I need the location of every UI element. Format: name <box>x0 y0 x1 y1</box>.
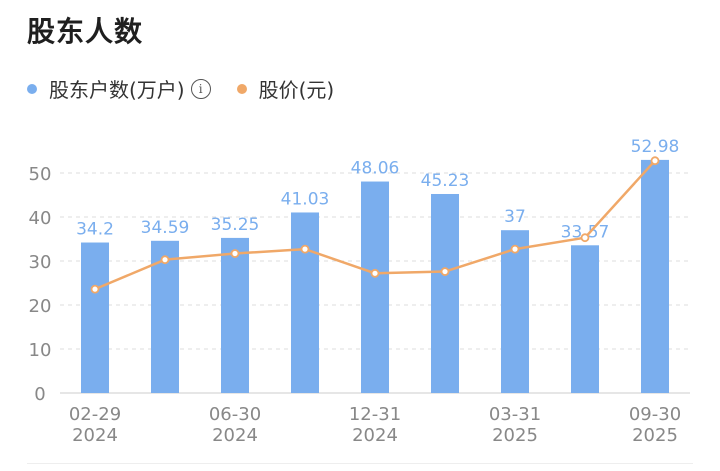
price-legend-dot <box>236 83 247 94</box>
x-tick-label: 03-31 <box>489 404 541 425</box>
price-point <box>510 244 520 254</box>
bar-data-label: 48.06 <box>351 159 400 179</box>
x-tick-label: 02-29 <box>69 404 121 425</box>
y-tick-label: 40 <box>29 208 52 229</box>
bottom-divider <box>27 463 693 464</box>
bar <box>221 237 249 393</box>
legend-item-holders[interactable]: 股东户数(万户) i <box>27 74 211 103</box>
bar-data-label: 45.23 <box>421 171 470 191</box>
bar-data-label: 35.25 <box>211 215 260 235</box>
y-tick-label: 0 <box>34 384 45 405</box>
price-point <box>230 249 240 258</box>
bar-data-label: 33.57 <box>561 222 610 242</box>
bar-data-label: 34.59 <box>141 218 190 238</box>
bar-data-label: 34.2 <box>76 220 114 240</box>
x-tick-label: 12-31 <box>349 404 401 425</box>
y-tick-label: 20 <box>29 296 52 317</box>
legend: 股东户数(万户) i 股价(元) <box>27 74 360 103</box>
legend-item-price[interactable]: 股价(元) <box>236 74 335 103</box>
legend-label-holders: 股东户数(万户) <box>49 78 185 102</box>
bar-data-label: 41.03 <box>281 189 330 209</box>
bar-data-label: 52.98 <box>631 137 680 157</box>
bar <box>431 193 459 393</box>
x-tick-label: 09-30 <box>629 404 681 425</box>
y-tick-label: 50 <box>29 164 52 185</box>
x-tick-label-year: 2024 <box>72 425 118 446</box>
holders-legend-dot <box>27 83 37 94</box>
price-point <box>300 244 310 254</box>
bar <box>361 181 389 393</box>
y-tick-label: 30 <box>29 252 52 273</box>
price-point <box>580 233 590 243</box>
x-tick-label: 06-30 <box>209 404 261 425</box>
bar <box>501 230 529 393</box>
x-tick-label-year: 2024 <box>352 425 398 446</box>
bar <box>571 245 599 393</box>
bar <box>81 242 109 393</box>
price-point <box>650 156 660 166</box>
bar <box>151 240 179 393</box>
price-point <box>90 284 100 294</box>
x-tick-label-year: 2024 <box>212 425 258 446</box>
price-point <box>160 255 170 265</box>
info-icon[interactable]: i <box>190 78 211 99</box>
bar <box>641 159 669 393</box>
y-tick-label: 10 <box>29 340 52 361</box>
bar <box>291 212 319 393</box>
x-tick-label-year: 2025 <box>492 425 538 446</box>
price-point <box>370 268 380 278</box>
legend-label-price: 股价(元) <box>258 78 335 102</box>
bar-data-label: 37 <box>504 207 526 227</box>
x-tick-label-year: 2025 <box>632 425 678 446</box>
chart-title: 股东人数 <box>27 15 144 48</box>
price-point <box>440 267 450 276</box>
